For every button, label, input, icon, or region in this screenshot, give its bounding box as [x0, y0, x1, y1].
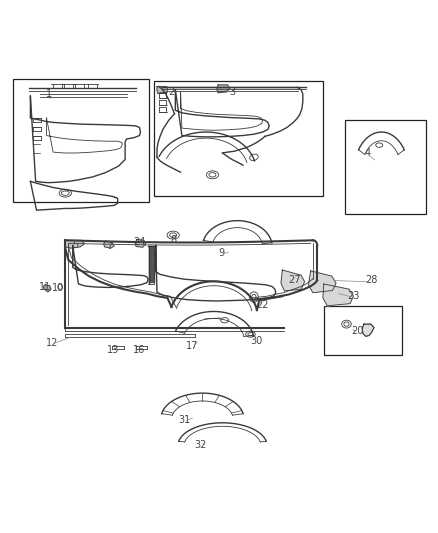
Text: 20: 20 — [352, 326, 364, 336]
Bar — [324, 306, 403, 354]
Text: 11: 11 — [39, 281, 51, 292]
Text: 24: 24 — [133, 237, 146, 247]
Text: 16: 16 — [134, 345, 146, 356]
Text: 22: 22 — [256, 300, 269, 310]
Bar — [154, 82, 323, 196]
Text: 1: 1 — [46, 89, 52, 99]
Text: 27: 27 — [288, 276, 300, 286]
Polygon shape — [281, 270, 304, 291]
Text: 23: 23 — [347, 291, 360, 301]
Polygon shape — [217, 85, 230, 93]
Polygon shape — [135, 239, 146, 247]
Text: 8: 8 — [170, 235, 176, 245]
Text: 9: 9 — [218, 248, 224, 259]
Polygon shape — [362, 324, 374, 336]
Polygon shape — [308, 271, 336, 293]
Polygon shape — [104, 241, 114, 248]
Text: 13: 13 — [107, 345, 120, 356]
Bar — [345, 120, 426, 214]
Polygon shape — [149, 246, 154, 282]
Text: 12: 12 — [46, 338, 58, 348]
Polygon shape — [157, 87, 167, 94]
Text: 7: 7 — [106, 240, 112, 251]
Text: 3: 3 — [229, 87, 235, 97]
Text: 30: 30 — [250, 336, 262, 346]
Text: 4: 4 — [364, 148, 371, 158]
Text: 5: 5 — [72, 240, 78, 249]
Polygon shape — [43, 285, 51, 292]
Text: 2: 2 — [168, 87, 174, 97]
Text: 17: 17 — [186, 341, 198, 351]
Text: 31: 31 — [178, 415, 190, 425]
Bar — [13, 79, 149, 202]
Text: 28: 28 — [365, 276, 377, 286]
Polygon shape — [323, 284, 353, 306]
Text: 32: 32 — [194, 440, 207, 450]
Text: 10: 10 — [52, 284, 64, 293]
Polygon shape — [65, 240, 85, 248]
